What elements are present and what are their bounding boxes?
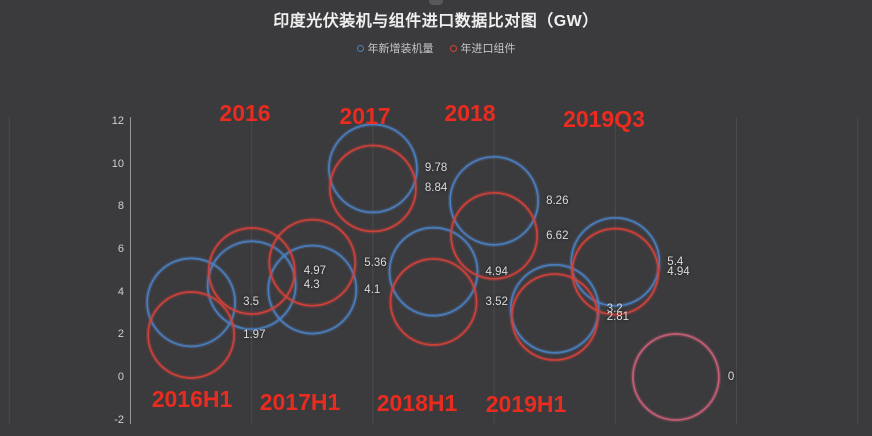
value-label-imports-2019H1: 2.81 <box>606 311 630 324</box>
y-tick-label: 0 <box>117 371 124 383</box>
bubble-installed-2019H1 <box>509 263 600 354</box>
legend-label-imports: 年进口组件 <box>460 43 516 55</box>
value-label-installed-2018H1: 4.94 <box>485 265 508 278</box>
bubble-imports-2017H1 <box>268 218 357 307</box>
annotation-2018: 2018 <box>444 100 496 126</box>
bubble-imports-2016H1 <box>147 291 235 379</box>
bubble-imports-2018H1 <box>389 258 478 346</box>
annotation-2017: 2017 <box>339 103 391 129</box>
value-label-imports-2017: 8.84 <box>424 182 448 195</box>
bubble-installed-2016 <box>206 240 297 331</box>
y-tick-label: 2 <box>117 328 124 341</box>
value-label-imports-2017H1: 5.36 <box>364 256 387 269</box>
top-tab <box>429 0 443 5</box>
y-tick-label: 4 <box>117 285 124 298</box>
legend: 年新增装机量 年进口组件 <box>0 40 872 56</box>
y-tick-label: -2 <box>114 413 124 426</box>
value-label-installed-2016H1: 3.5 <box>243 296 260 309</box>
annotation-2019H1: 2019H1 <box>485 391 567 417</box>
bubble-imports-2019Q3 <box>571 227 660 316</box>
y-tick-label: 10 <box>111 157 124 170</box>
value-label-installed-2016: 4.3 <box>303 279 320 292</box>
bubble-installed-2017 <box>328 123 418 214</box>
legend-item-imports: 年进口组件 <box>449 40 516 56</box>
annotation-2018H1: 2018H1 <box>376 390 458 416</box>
value-label-installed-2017H1: 4.1 <box>364 283 381 296</box>
legend-ring-red-icon <box>449 44 457 52</box>
bubble-installed-2016H1 <box>146 257 236 348</box>
y-tick-label: 6 <box>117 243 124 256</box>
annotation-2016: 2016 <box>219 100 271 126</box>
value-label-imports-2016H1: 1.97 <box>243 328 266 341</box>
y-tick-label: 12 <box>111 115 124 128</box>
legend-ring-blue-icon <box>356 44 364 52</box>
bubble-imports-2018 <box>450 191 538 280</box>
value-label-imports-2019Q3: 4.94 <box>667 265 690 278</box>
value-label-installed-2017: 9.78 <box>424 162 448 175</box>
bubble-imports-2019H1 <box>510 273 599 361</box>
bubble-imports-extra <box>632 333 720 421</box>
annotation-2017H1: 2017H1 <box>259 389 341 415</box>
value-label-imports-2018H1: 3.52 <box>485 295 508 308</box>
bubble-installed-2019Q3 <box>570 216 661 307</box>
legend-item-installed: 年新增装机量 <box>356 40 434 56</box>
annotation-2019Q3: 2019Q3 <box>563 106 645 132</box>
page-title: 印度光伏装机与组件进口数据比对图（GW） <box>273 13 599 30</box>
bubble-installed-2018 <box>449 155 539 246</box>
value-label-installed-2019H1: 3.2 <box>606 302 623 315</box>
value-label-installed-2018: 8.26 <box>546 194 569 207</box>
legend-label-installed: 年新增装机量 <box>367 43 434 55</box>
bubble-installed-2018H1 <box>388 226 479 317</box>
bubble-imports-2017 <box>329 144 417 233</box>
value-label-imports-2016: 4.97 <box>303 264 327 277</box>
bubble-installed-2017H1 <box>267 244 358 335</box>
value-label-installed-2019Q3: 5.4 <box>667 255 684 268</box>
value-label-imports-2018: 6.62 <box>546 229 569 242</box>
value-label-imports-extra: 0 <box>727 371 735 383</box>
y-tick-label: 8 <box>117 200 124 213</box>
annotation-2016H1: 2016H1 <box>151 386 233 412</box>
bubble-imports-2016 <box>207 227 296 315</box>
